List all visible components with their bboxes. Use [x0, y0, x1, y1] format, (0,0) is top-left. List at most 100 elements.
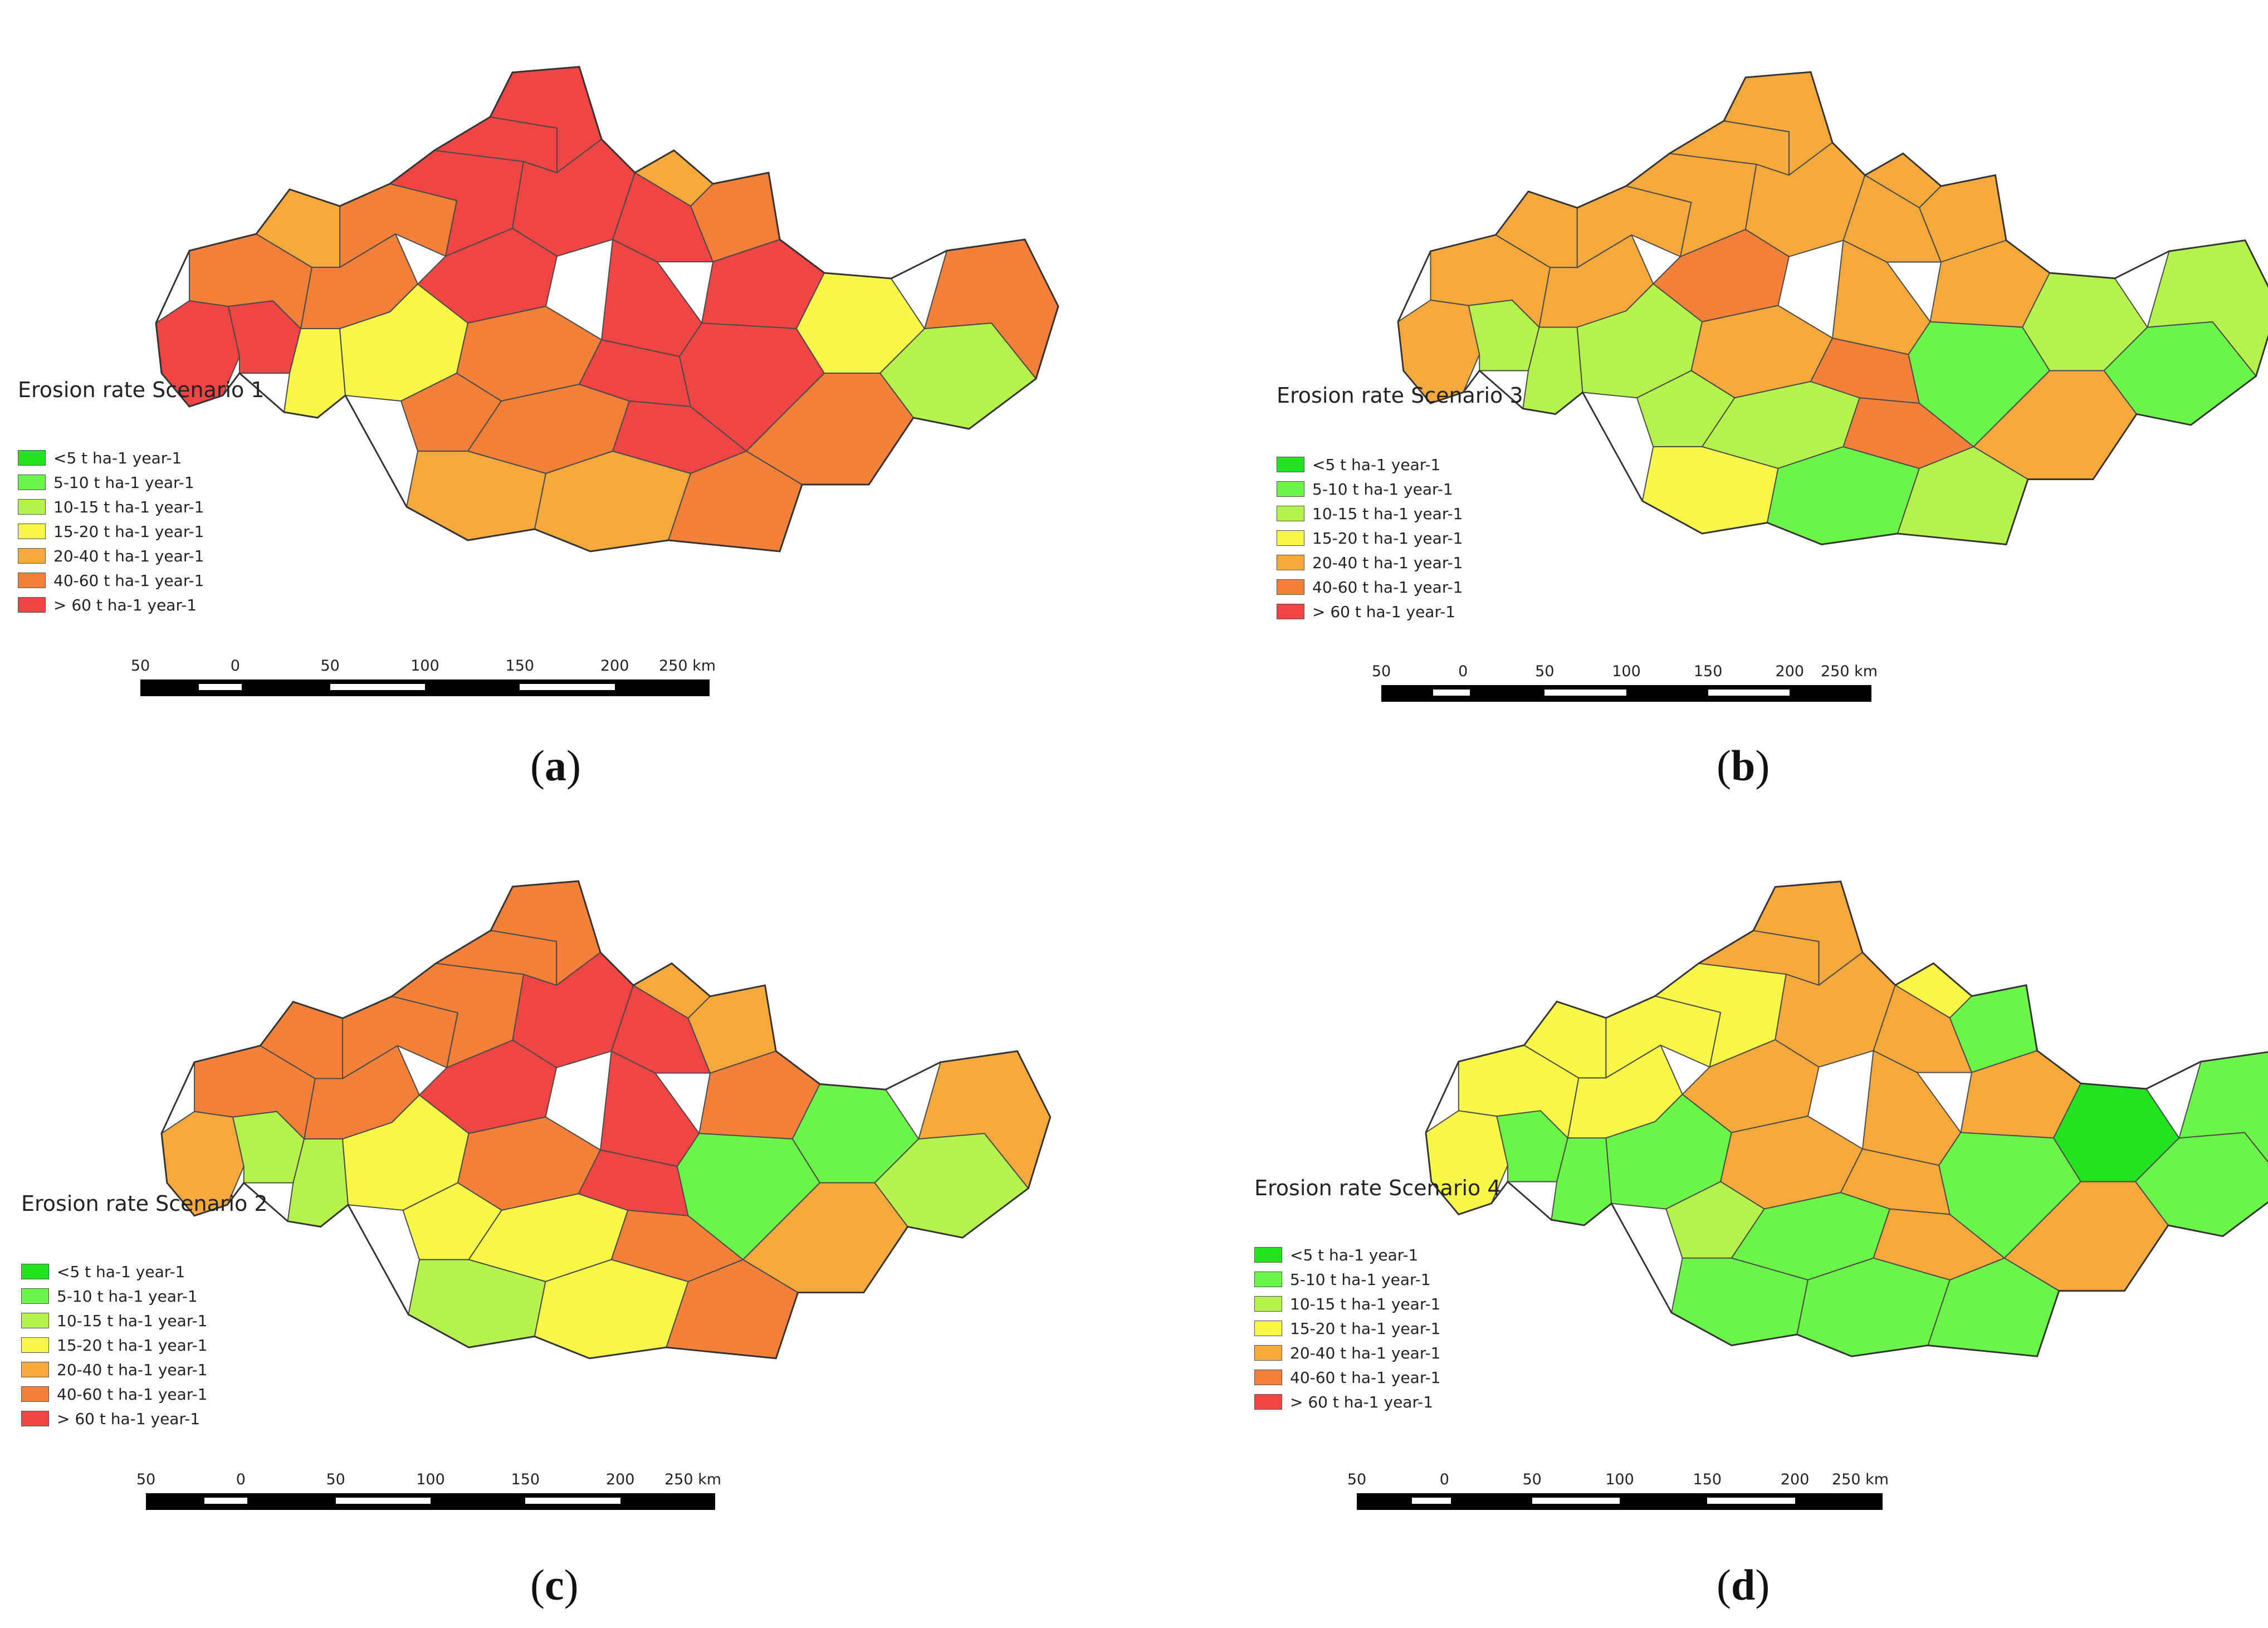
scale-tick-label: 100 [1605, 1471, 1634, 1488]
scale-tick-label: 50 [1535, 663, 1555, 680]
scale-segment [330, 684, 425, 690]
legend-item: 40-60 t ha-1 year-1 [18, 568, 204, 593]
legend-item: 15-20 t ha-1 year-1 [18, 519, 204, 544]
legend-swatch [1277, 530, 1304, 546]
panel-c: Erosion rate Scenario 2 <5 t ha-1 year-1… [0, 814, 1134, 1627]
legend-label: <5 t ha-1 year-1 [53, 448, 182, 467]
scale-bar: 50 0 50 100 150 200 250 km [136, 1471, 721, 1510]
map-outline [160, 880, 1052, 1360]
legend: <5 t ha-1 year-1 5-10 t ha-1 year-1 10-15 … [1277, 452, 1463, 624]
legend-label: 15-20 t ha-1 year-1 [53, 522, 204, 541]
legend-item: 20-40 t ha-1 year-1 [18, 544, 204, 568]
map-region [600, 1050, 700, 1167]
map-title: Erosion rate Scenario 4 [1254, 1176, 1501, 1200]
panel-d: Erosion rate Scenario 4 <5 t ha-1 year-1… [1134, 814, 2268, 1627]
panel-label: (d) [1717, 1561, 1770, 1609]
scale-segment [1433, 690, 1470, 696]
map-region [610, 1209, 744, 1282]
andalusia-regions [160, 880, 1052, 1360]
map-region [601, 239, 702, 357]
legend-label: 40-60 t ha-1 year-1 [1290, 1368, 1441, 1387]
scale-tick-label: 150 [1693, 663, 1723, 680]
legend-label: 5-10 t ha-1 year-1 [57, 1287, 198, 1306]
andalusia-regions [1397, 71, 2268, 546]
scale-tick-label: 200 [605, 1471, 635, 1488]
map-region [612, 400, 747, 474]
legend-item: 40-60 t ha-1 year-1 [1277, 575, 1463, 599]
legend-swatch [1277, 457, 1304, 472]
map-region [1873, 1208, 2005, 1280]
map-outline [1397, 71, 2268, 546]
scale-tick-label: 100 [410, 657, 439, 674]
erosion-map-a [155, 66, 1059, 553]
scale-tick-label: 150 [505, 657, 535, 674]
legend-label: <5 t ha-1 year-1 [1290, 1245, 1419, 1264]
scale-tick-label: 0 [236, 1471, 246, 1488]
legend-swatch [18, 524, 46, 539]
legend-swatch [1277, 506, 1304, 521]
scale-tick-label: 200 [1775, 663, 1805, 680]
panel-a: Erosion rate Scenario 1 <5 t ha-1 year-1… [0, 0, 1134, 814]
panel-label: (c) [530, 1561, 579, 1609]
erosion-map-d [1425, 881, 2268, 1357]
map-title: Erosion rate Scenario 2 [21, 1191, 268, 1216]
scale-tick-label: 50 [1371, 663, 1391, 680]
scale-tick-label: 50 [326, 1471, 345, 1488]
legend-label: 40-60 t ha-1 year-1 [53, 571, 204, 590]
scale-tick-label: 50 [136, 1471, 156, 1488]
scale-tick-label: 0 [230, 657, 240, 674]
legend-swatch [1277, 481, 1304, 497]
legend-item: <5 t ha-1 year-1 [1277, 452, 1463, 477]
legend-swatch [21, 1288, 49, 1304]
legend: <5 t ha-1 year-1 5-10 t ha-1 year-1 10-15 … [1254, 1243, 1440, 1414]
map-region [1832, 239, 1931, 355]
andalusia-regions [1425, 881, 2268, 1357]
legend-swatch [21, 1386, 49, 1402]
legend-label: > 60 t ha-1 year-1 [57, 1409, 201, 1428]
scale-segment [1544, 690, 1626, 696]
scale-tick-label: 50 [130, 657, 150, 674]
scale-segment [525, 1498, 620, 1504]
scale-segment [1411, 1498, 1451, 1504]
legend-label: <5 t ha-1 year-1 [1312, 455, 1441, 474]
legend: <5 t ha-1 year-1 5-10 t ha-1 year-1 10-15 … [18, 446, 204, 617]
legend-item: <5 t ha-1 year-1 [1254, 1243, 1440, 1267]
legend-label: 10-15 t ha-1 year-1 [1312, 504, 1463, 523]
scale-segment [335, 1498, 431, 1504]
legend-label: 15-20 t ha-1 year-1 [57, 1336, 208, 1355]
legend-swatch [1254, 1321, 1282, 1336]
scale-segment [1532, 1498, 1620, 1504]
scale-tick-label: 250 km [664, 1471, 722, 1488]
legend-item: 15-20 t ha-1 year-1 [1277, 526, 1463, 550]
scale-bar-graphic [1357, 1493, 1883, 1510]
map-title: Erosion rate Scenario 3 [1277, 383, 1523, 408]
legend-swatch [1277, 604, 1304, 619]
legend-label: 20-40 t ha-1 year-1 [53, 546, 204, 565]
scale-tick-label: 100 [1612, 663, 1641, 680]
scale-tick-label: 200 [1780, 1471, 1810, 1488]
scale-tick-label: 250 km [1831, 1471, 1889, 1488]
scale-tick-label: 50 [320, 657, 340, 674]
legend-label: 10-15 t ha-1 year-1 [57, 1311, 208, 1330]
legend-item: 20-40 t ha-1 year-1 [21, 1357, 207, 1382]
scale-segment [520, 684, 615, 690]
scale-bar-graphic [1381, 685, 1871, 702]
legend-label: 40-60 t ha-1 year-1 [1312, 578, 1463, 597]
legend-swatch [21, 1362, 49, 1377]
legend-label: 10-15 t ha-1 year-1 [1290, 1294, 1441, 1313]
legend-swatch [1277, 579, 1304, 595]
erosion-map-c [160, 880, 1052, 1360]
scale-tick-label: 50 [1347, 1471, 1367, 1488]
map-region [1862, 1050, 1962, 1166]
andalusia-regions [155, 66, 1059, 553]
legend-swatch [1254, 1394, 1282, 1410]
legend-label: 5-10 t ha-1 year-1 [1290, 1270, 1431, 1289]
legend-item: <5 t ha-1 year-1 [18, 446, 204, 470]
scale-tick-label: 150 [511, 1471, 540, 1488]
scale-tick-label: 250 km [658, 657, 716, 674]
scale-tick-label: 250 km [1820, 663, 1878, 680]
scale-bar: 50 0 50 100 150 200 250 km [131, 657, 716, 696]
scale-tick-label: 100 [416, 1471, 445, 1488]
legend-item: 15-20 t ha-1 year-1 [21, 1333, 207, 1357]
scale-bar: 50 0 50 100 150 200 250 km [1347, 1471, 1889, 1510]
